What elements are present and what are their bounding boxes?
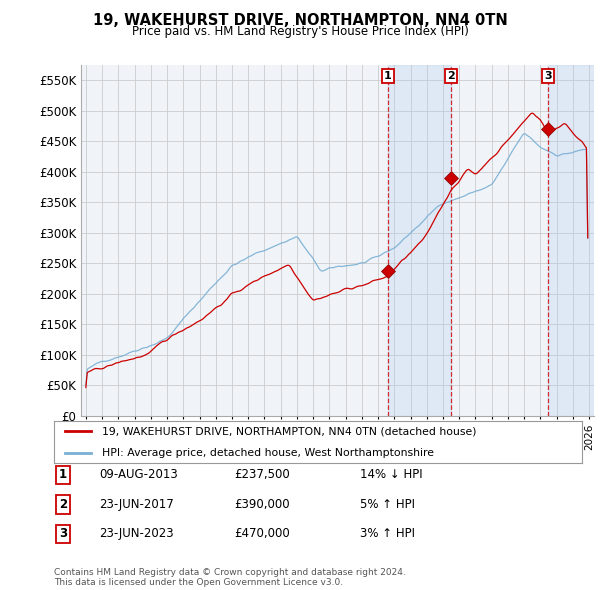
Text: 2: 2	[59, 498, 67, 511]
Text: 5% ↑ HPI: 5% ↑ HPI	[360, 498, 415, 511]
Text: HPI: Average price, detached house, West Northamptonshire: HPI: Average price, detached house, West…	[101, 448, 434, 457]
Text: 09-AUG-2013: 09-AUG-2013	[99, 468, 178, 481]
Bar	[548, 65, 594, 416]
Bar	[388, 65, 451, 416]
Text: 2: 2	[447, 71, 455, 81]
Text: 19, WAKEHURST DRIVE, NORTHAMPTON, NN4 0TN: 19, WAKEHURST DRIVE, NORTHAMPTON, NN4 0T…	[92, 13, 508, 28]
Text: 23-JUN-2017: 23-JUN-2017	[99, 498, 174, 511]
Text: 1: 1	[59, 468, 67, 481]
Text: 3: 3	[59, 527, 67, 540]
Text: 3: 3	[544, 71, 552, 81]
Text: 19, WAKEHURST DRIVE, NORTHAMPTON, NN4 0TN (detached house): 19, WAKEHURST DRIVE, NORTHAMPTON, NN4 0T…	[101, 427, 476, 436]
Text: £237,500: £237,500	[234, 468, 290, 481]
Text: £390,000: £390,000	[234, 498, 290, 511]
Text: 23-JUN-2023: 23-JUN-2023	[99, 527, 173, 540]
Text: £470,000: £470,000	[234, 527, 290, 540]
Text: 1: 1	[384, 71, 392, 81]
Text: 3% ↑ HPI: 3% ↑ HPI	[360, 527, 415, 540]
Text: Contains HM Land Registry data © Crown copyright and database right 2024.
This d: Contains HM Land Registry data © Crown c…	[54, 568, 406, 587]
Text: 14% ↓ HPI: 14% ↓ HPI	[360, 468, 422, 481]
Text: Price paid vs. HM Land Registry's House Price Index (HPI): Price paid vs. HM Land Registry's House …	[131, 25, 469, 38]
